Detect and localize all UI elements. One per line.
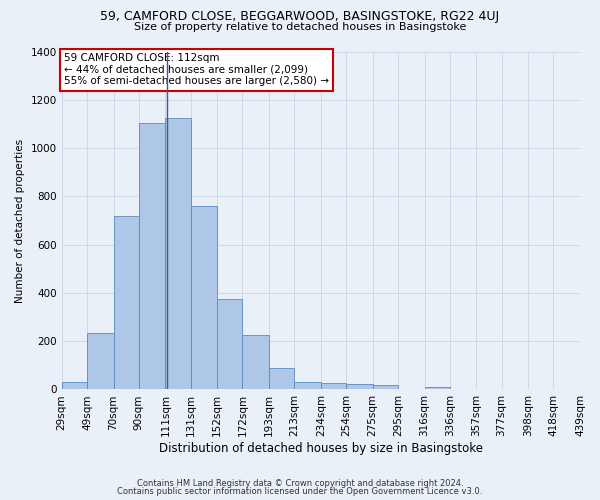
Bar	[217, 299, 242, 390]
Bar	[269, 368, 294, 390]
Bar	[166, 118, 191, 390]
Bar	[62, 382, 87, 390]
Bar	[346, 384, 373, 390]
Text: Contains HM Land Registry data © Crown copyright and database right 2024.: Contains HM Land Registry data © Crown c…	[137, 478, 463, 488]
Text: Size of property relative to detached houses in Basingstoke: Size of property relative to detached ho…	[134, 22, 466, 32]
X-axis label: Distribution of detached houses by size in Basingstoke: Distribution of detached houses by size …	[159, 442, 483, 455]
Bar	[87, 332, 113, 390]
Bar	[294, 382, 321, 390]
Bar	[321, 384, 346, 390]
Bar	[139, 122, 166, 390]
Y-axis label: Number of detached properties: Number of detached properties	[15, 138, 25, 302]
Text: 59, CAMFORD CLOSE, BEGGARWOOD, BASINGSTOKE, RG22 4UJ: 59, CAMFORD CLOSE, BEGGARWOOD, BASINGSTO…	[100, 10, 500, 23]
Text: 59 CAMFORD CLOSE: 112sqm
← 44% of detached houses are smaller (2,099)
55% of sem: 59 CAMFORD CLOSE: 112sqm ← 44% of detach…	[64, 53, 329, 86]
Bar	[242, 335, 269, 390]
Text: Contains public sector information licensed under the Open Government Licence v3: Contains public sector information licen…	[118, 487, 482, 496]
Bar	[191, 206, 217, 390]
Bar	[373, 385, 398, 390]
Bar	[113, 216, 139, 390]
Bar	[425, 386, 450, 390]
